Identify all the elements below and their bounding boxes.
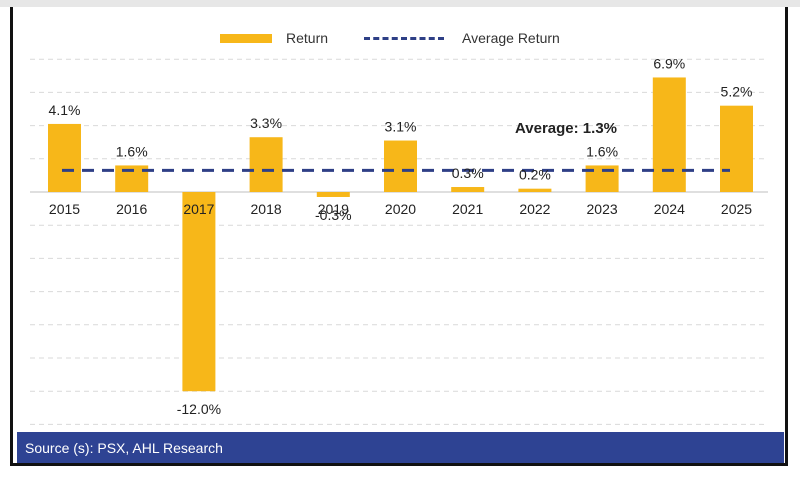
legend-average-label: Average Return [462,30,560,46]
data-label: 1.6% [116,143,148,159]
x-tick-label: 2022 [519,201,550,217]
legend-average-line-swatch [364,36,445,40]
legend: Return Average Return [220,26,560,50]
data-label: -0.3% [315,207,352,223]
data-label: -12.0% [177,401,221,417]
source-note: Source (s): PSX, AHL Research [17,432,784,463]
x-tick-label: 2021 [452,201,483,217]
data-label: 3.1% [385,119,417,135]
data-label: 0.3% [452,165,484,181]
bar-2018 [249,137,283,192]
bar-2019 [316,192,350,197]
data-label: 0.2% [519,167,551,183]
x-tick-label: 2024 [654,201,685,217]
x-tick-label: 2025 [721,201,752,217]
x-tick-label: 2020 [385,201,416,217]
x-tick-label: 2023 [587,201,618,217]
data-label: 4.1% [49,102,81,118]
bar-2015 [48,123,81,192]
x-tick-label: 2016 [116,201,147,217]
bar-2021 [451,187,485,192]
legend-return-label: Return [286,30,329,46]
data-label: 1.6% [586,143,618,159]
bar-2022 [518,188,552,192]
bar-2024 [652,77,686,192]
legend-bar-swatch [220,33,272,43]
top-strip [0,0,800,7]
bar-2020 [384,140,417,192]
data-label: 5.2% [721,84,753,100]
bar-2025 [720,105,753,192]
x-tick-label: 2017 [183,201,214,217]
average-annotation: Average: 1.3% [515,120,617,137]
bar-2017 [182,192,216,392]
x-tick-label: 2019 [318,201,349,217]
data-label: 6.9% [653,55,685,71]
x-tick-label: 2018 [251,201,282,217]
x-tick-label: 2015 [49,201,80,217]
data-label: 3.3% [250,115,282,131]
